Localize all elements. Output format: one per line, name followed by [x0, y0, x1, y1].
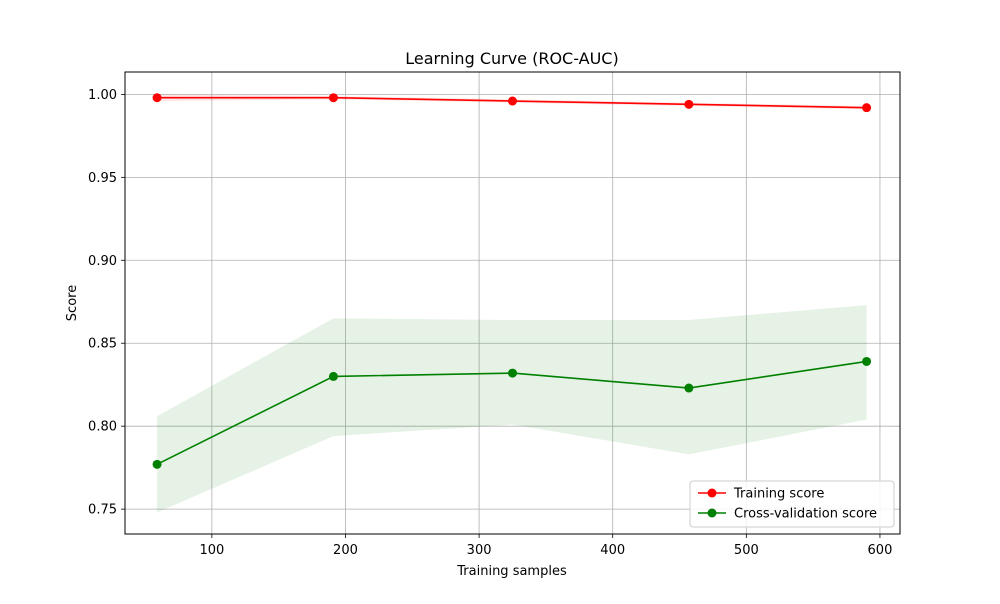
legend-label-cross-validation: Cross-validation score — [734, 507, 877, 522]
x-tick-label: 400 — [600, 543, 625, 558]
legend-marker-cross-validation — [707, 508, 717, 518]
y-tick-label: 0.85 — [88, 337, 117, 352]
x-tick-label: 100 — [199, 543, 224, 558]
legend-box — [689, 480, 895, 528]
y-tick-label: 0.95 — [88, 171, 117, 186]
series-points — [152, 93, 872, 469]
y-tick-label: 0.75 — [88, 503, 117, 518]
training-score-point — [508, 96, 517, 106]
x-tick-label: 500 — [734, 543, 759, 558]
y-tick-label: 1.00 — [88, 88, 117, 103]
training-score-point — [328, 93, 338, 103]
chart-title: Learning Curve (ROC-AUC) — [405, 49, 618, 68]
y-tick-label: 0.90 — [88, 254, 117, 269]
x-tick-label: 300 — [467, 543, 492, 558]
y-axis-label: Score — [65, 285, 80, 321]
x-tick-label: 200 — [333, 543, 358, 558]
training-score-point — [862, 103, 872, 113]
training-score-point — [684, 99, 694, 109]
y-tick-label: 0.80 — [88, 420, 117, 435]
grid-lines — [125, 72, 900, 534]
plot-frame — [124, 71, 901, 535]
axis-ticks: 100 200 300 400 500 600 0.75 0.80 0.85 0.90 0.95 1.… — [88, 88, 892, 558]
confidence-bands — [157, 94, 867, 513]
cross-validation-score-point — [152, 459, 162, 469]
legend-marker-training — [707, 488, 717, 498]
cross-validation-score-point — [328, 371, 338, 381]
cross-validation-score-point — [508, 368, 517, 378]
legend: Training score Cross-validation score — [689, 480, 895, 528]
legend-label-training: Training score — [733, 487, 824, 502]
x-tick-label: 600 — [868, 543, 893, 558]
cross-validation-score-point — [684, 383, 694, 393]
cross-validation-score-band — [157, 305, 867, 513]
cross-validation-score-point — [862, 356, 872, 366]
training-score-point — [152, 93, 162, 103]
x-axis-label: Training samples — [456, 564, 567, 579]
